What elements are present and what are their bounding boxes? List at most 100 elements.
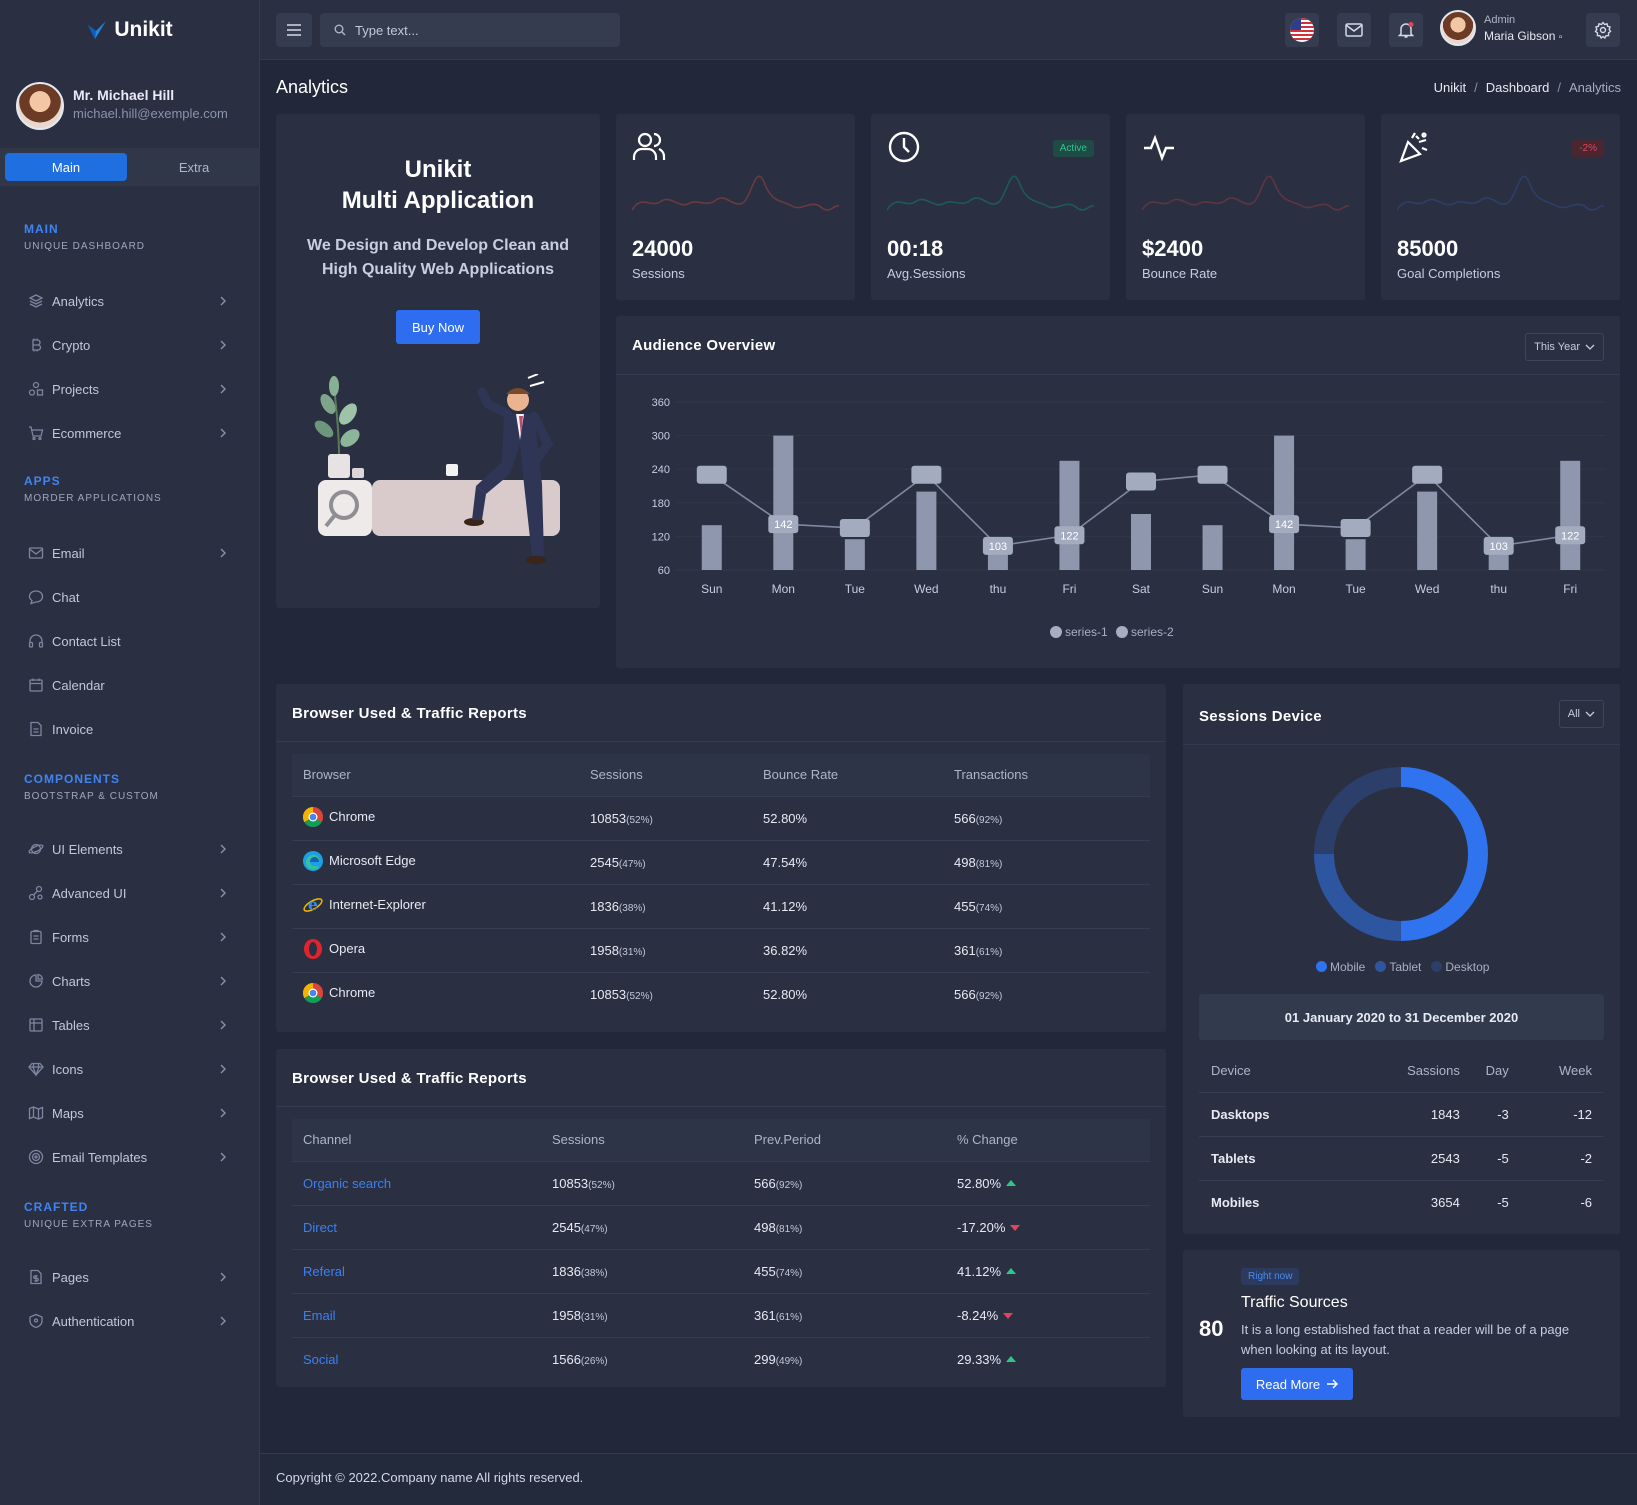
bar (1202, 525, 1223, 570)
sidebar-item-email[interactable]: Email (16, 535, 236, 571)
legend-dot (1316, 961, 1327, 972)
app-logo[interactable]: Unikit (0, 0, 259, 60)
chevron-down-icon (1585, 344, 1595, 350)
data-label-box (1269, 515, 1300, 534)
breadcrumb-item[interactable]: Unikit (1433, 80, 1467, 95)
stat-value: 00:18 (887, 236, 944, 261)
bar (1059, 460, 1080, 570)
cell-percent: (61%) (775, 1311, 803, 1323)
messages-button[interactable] (1337, 13, 1371, 47)
chrome-icon (303, 806, 323, 827)
file-icon (30, 721, 42, 737)
channel-link[interactable]: Organic search (303, 1175, 392, 1191)
traffic-text: It is a long established fact that a rea… (1241, 1322, 1570, 1357)
legend-marker (1116, 626, 1128, 638)
status-badge: Active (1052, 140, 1094, 157)
browser-name: Chrome (329, 985, 376, 1001)
audience-chart: 60 120 180 240 300 360 Sun Mon Tue Wed thu Fri Sat Su… (652, 397, 1606, 639)
sidebar-item-label: Tables (52, 1017, 90, 1033)
sidebar-item-charts[interactable]: Charts (16, 963, 236, 999)
goal-completions-sparkline (1397, 175, 1604, 211)
caret-up-icon (1006, 1355, 1017, 1362)
section-title: MAIN (24, 222, 59, 236)
section-components: COMPONENTS BOOTSTRAP & CUSTOM (24, 772, 159, 802)
read-more-button[interactable]: Read More (1241, 1368, 1353, 1400)
sidebar-item-email-templates[interactable]: Email Templates (16, 1139, 236, 1175)
cell-value: 41.12% (957, 1263, 1002, 1279)
channel-link[interactable]: Referal (303, 1263, 345, 1279)
sidebar-item-chat[interactable]: Chat (16, 579, 236, 615)
bar (701, 525, 722, 570)
browser-name: Chrome (329, 809, 376, 824)
buy-now-button[interactable]: Buy Now (396, 310, 480, 344)
chevron-right-icon (220, 1064, 226, 1074)
browser-table: Browser Sessions Bounce Rate Transaction… (292, 754, 1150, 1016)
language-button[interactable] (1285, 13, 1319, 47)
tab-extra[interactable]: Extra (178, 159, 210, 175)
sidebar-item-crypto[interactable]: Crypto (16, 327, 236, 363)
sidebar-item-pages[interactable]: Pages (16, 1259, 236, 1295)
user-menu[interactable]: Admin Maria Gibson ▫ (1440, 10, 1562, 46)
legend-label: Desktop (1445, 960, 1490, 974)
edge-icon (303, 850, 323, 871)
breadcrumb-item[interactable]: Dashboard (1485, 80, 1550, 95)
sidebar-item-maps[interactable]: Maps (16, 1095, 236, 1131)
chevron-right-icon (220, 548, 226, 558)
sidebar-item-advanced-ui[interactable]: Advanced UI (16, 875, 236, 911)
cell-value: -5 (1459, 1179, 1509, 1224)
sidebar-item-invoice[interactable]: Invoice (16, 711, 236, 747)
sidebar-item-projects[interactable]: Projects (16, 371, 236, 407)
channel-link[interactable]: Email (303, 1307, 336, 1323)
cell-value: 566 (954, 810, 976, 826)
avatar[interactable] (16, 82, 64, 130)
sidebar-item-calendar[interactable]: Calendar (16, 667, 236, 703)
sidebar-item-analytics[interactable]: Analytics (16, 283, 236, 319)
column-header: Device (1211, 1063, 1251, 1079)
traffic-number: 80 (1199, 1316, 1224, 1341)
section-subtitle: MORDER APPLICATIONS (24, 493, 162, 504)
sidebar-item-icons[interactable]: Icons (16, 1051, 236, 1087)
cell-value: 2545 (552, 1219, 581, 1235)
search-icon (334, 24, 346, 36)
cell-value: 47.54% (763, 839, 954, 884)
chevron-right-icon (220, 296, 226, 306)
channel-link[interactable]: Social (303, 1351, 339, 1367)
sidebar-item-ecommerce[interactable]: Ecommerce (16, 415, 236, 451)
period-dropdown[interactable]: This Year (1525, 333, 1604, 361)
cell-value: 52.80% (957, 1175, 1002, 1191)
cell-percent: (52%) (626, 990, 653, 1002)
hamburger-icon (287, 24, 301, 36)
donut-legend: Mobile Tablet Desktop (1316, 960, 1489, 974)
sidebar-item-contact-list[interactable]: Contact List (16, 623, 236, 659)
caret-up-icon (1006, 1267, 1017, 1274)
sidebar-item-label: Icons (52, 1061, 84, 1077)
menu-toggle-button[interactable] (276, 13, 312, 47)
cell-value: 1958 (552, 1307, 581, 1323)
cell-percent: (52%) (626, 814, 653, 826)
clipboard-icon (30, 929, 42, 945)
cell-percent: (49%) (775, 1355, 803, 1367)
tab-main[interactable]: Main (5, 153, 127, 181)
legend-label: series-1 (1065, 625, 1108, 639)
data-label: 122 (1561, 530, 1579, 542)
audience-overview-card: Audience Overview This Year 60 120 180 240 3… (616, 316, 1620, 668)
caret-up-icon (1006, 1179, 1017, 1186)
settings-button[interactable] (1586, 13, 1620, 47)
cell-percent: (26%) (580, 1355, 608, 1367)
sidebar-item-tables[interactable]: Tables (16, 1007, 236, 1043)
section-title: CRAFTED (24, 1200, 89, 1214)
sidebar-item-ui-elements[interactable]: UI Elements (16, 831, 236, 867)
device-filter-dropdown[interactable]: All (1558, 700, 1604, 728)
channel-link[interactable]: Direct (303, 1219, 337, 1235)
search-input[interactable]: Type text... (320, 13, 620, 47)
cell-value: 52.80% (763, 971, 954, 1016)
sidebar-item-forms[interactable]: Forms (16, 919, 236, 955)
y-tick-label: 60 (658, 565, 670, 577)
data-label-box (768, 515, 799, 534)
notifications-button[interactable] (1389, 13, 1423, 47)
y-tick-label: 300 (652, 431, 670, 443)
bar (844, 539, 865, 570)
sidebar-item-authentication[interactable]: Authentication (16, 1303, 236, 1339)
chevron-down-icon (1585, 711, 1595, 717)
cell-value: 566 (754, 1175, 776, 1191)
